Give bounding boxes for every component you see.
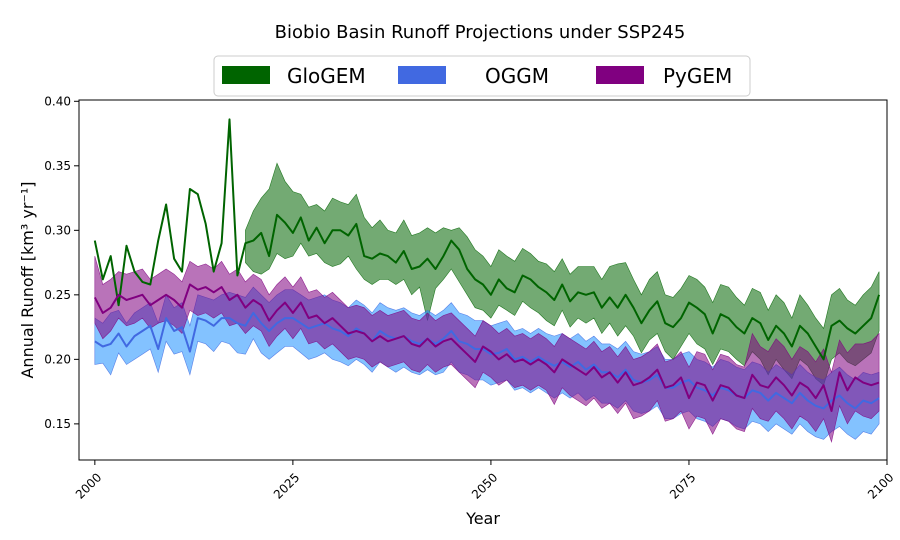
legend-label-glogem: GloGEM: [287, 64, 366, 88]
series-lines: [93, 118, 881, 412]
legend-label-oggm: OGGM: [485, 64, 549, 88]
y-axis-title: Annual Runoff [km³ yr⁻¹]: [18, 181, 37, 378]
y-tick-label: 0.30: [44, 223, 71, 237]
line-oggm: [94, 311, 880, 410]
chart-title: Biobio Basin Runoff Projections under SS…: [275, 22, 686, 43]
plot-frame: [78, 99, 888, 461]
legend-swatch-glogem: [222, 66, 270, 84]
y-axis: 0.15 0.20 0.25 0.30 0.35 0.40: [44, 94, 79, 431]
line-pygem: [93, 283, 880, 412]
legend: GloGEM OGGM PyGEM: [213, 55, 751, 97]
y-tick-label: 0.40: [44, 94, 71, 108]
band-glogem: [245, 162, 880, 386]
y-tick-label: 0.20: [44, 352, 71, 366]
y-tick-label: 0.35: [44, 159, 71, 173]
legend-swatch-pygem: [596, 66, 644, 84]
x-axis-title: Year: [465, 509, 500, 528]
plot-area: [78, 99, 888, 461]
y-tick-label: 0.15: [44, 417, 71, 431]
line-glogem: [93, 118, 881, 361]
legend-swatch-oggm: [398, 66, 446, 84]
y-tick-label: 0.25: [44, 288, 71, 302]
legend-label-pygem: PyGEM: [663, 64, 732, 88]
